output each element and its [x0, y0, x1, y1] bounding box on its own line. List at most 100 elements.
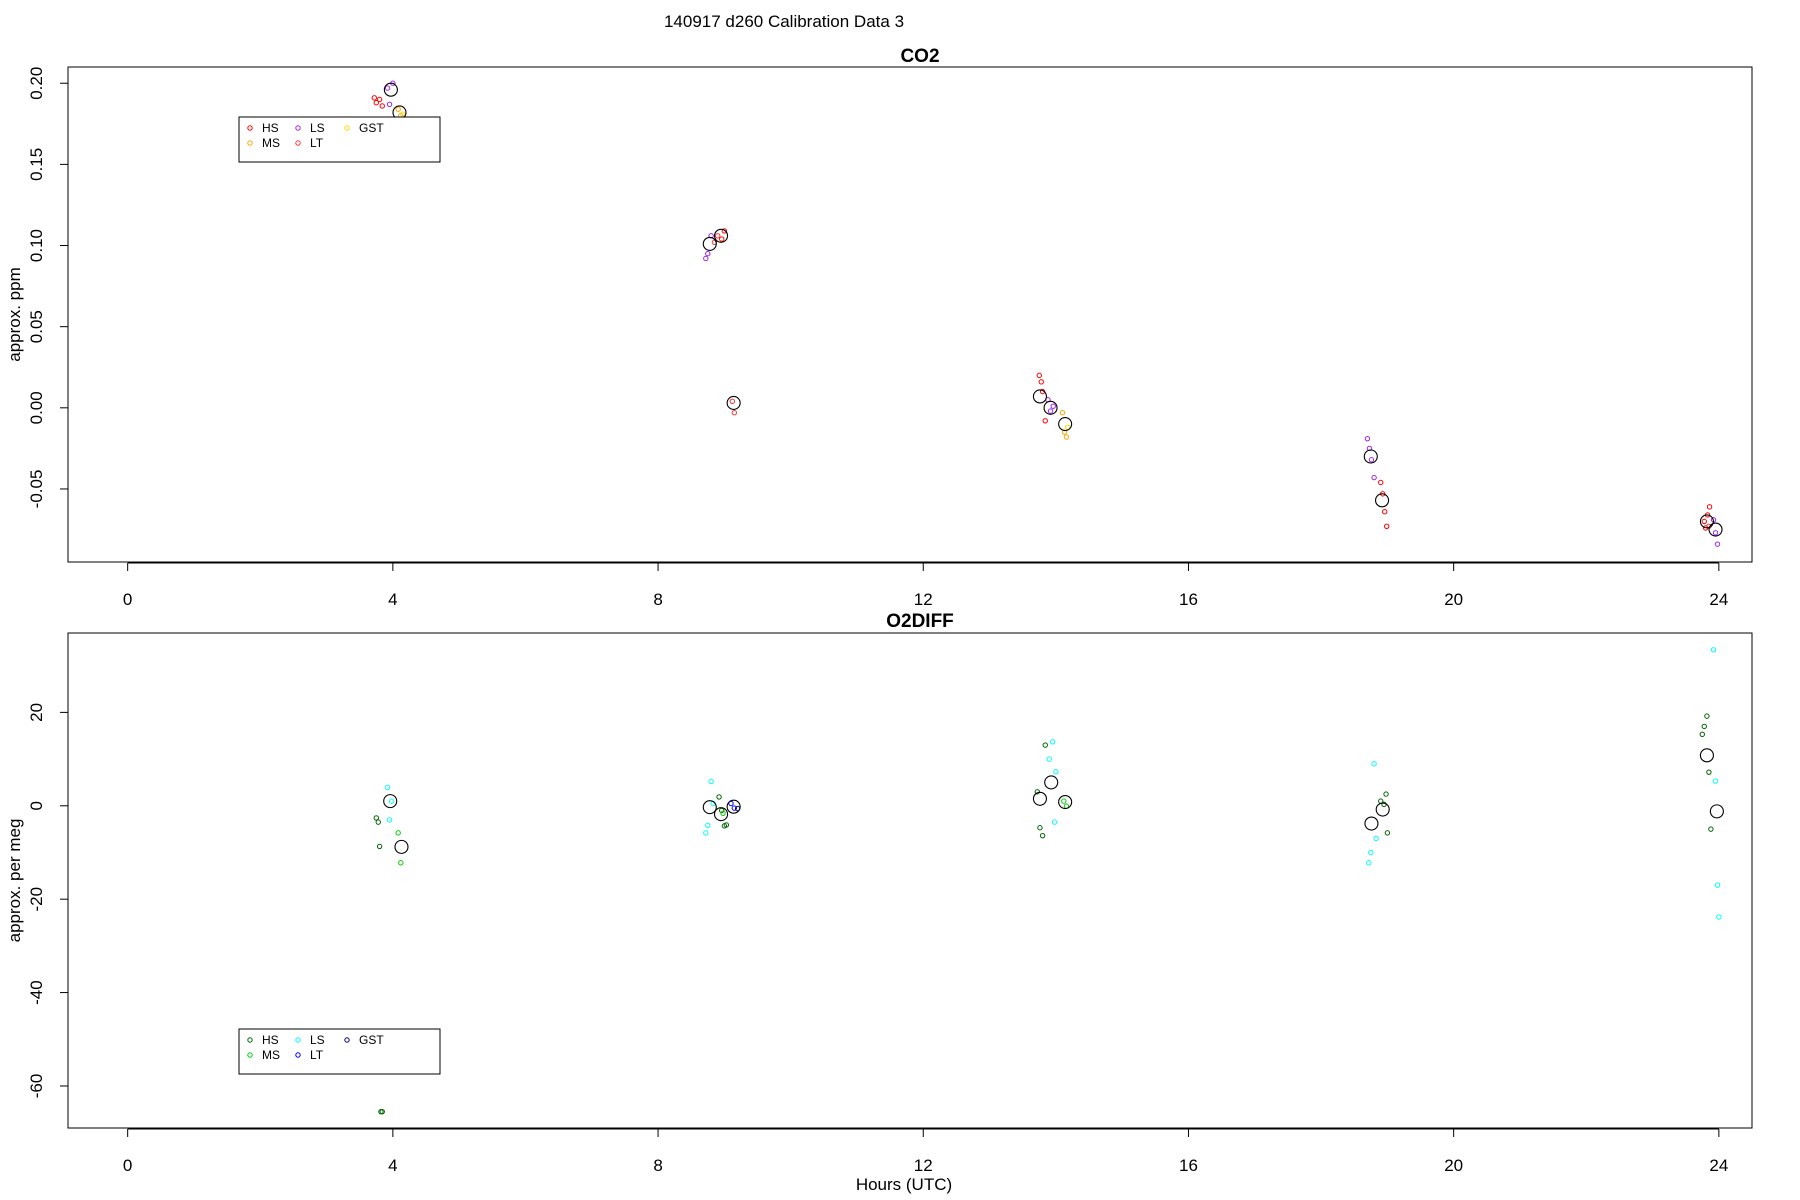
mean-point [726, 395, 741, 411]
data-point [1037, 825, 1043, 831]
series-gst [400, 111, 1071, 430]
legend-marker [247, 140, 253, 146]
data-point [395, 106, 401, 112]
legend-marker [344, 125, 350, 131]
data-point [1051, 819, 1058, 825]
x-tick-label: 24 [1709, 1156, 1728, 1175]
data-point [1383, 523, 1390, 529]
data-point [1061, 429, 1068, 435]
figure-suptitle: 140917 d260 Calibration Data 3 [664, 12, 904, 31]
legend-label: GST [359, 1033, 384, 1047]
legend-marker [344, 1037, 350, 1043]
o2diff-panel: O2DIFF 0 4 8 12 16 20 24 -60 -40 -20 0 20 approx. per… [5, 611, 1753, 1194]
data-point [1049, 739, 1056, 745]
data-point [703, 255, 709, 262]
data-point [708, 778, 714, 785]
legend-item-ls: LS [295, 1033, 325, 1047]
mean-point [1375, 802, 1390, 817]
data-point [373, 100, 379, 106]
mean-point [1032, 389, 1047, 404]
data-point [1038, 379, 1044, 385]
co2-panel: CO2 0 4 8 12 16 20 24 -0.05 0.00 0.05 0.10 0.15 0.20 a… [5, 46, 1753, 609]
data-point [1046, 756, 1052, 762]
data-point [1053, 768, 1059, 775]
mean-point [1032, 791, 1047, 806]
y-tick-label: -40 [27, 980, 46, 1005]
mean-point [1699, 514, 1714, 529]
series-hs [371, 95, 1713, 531]
data-point [379, 103, 385, 109]
data-point [1382, 508, 1388, 515]
legend-item-gst: GST [344, 1033, 384, 1047]
y-axis: -0.05 0.00 0.05 0.10 0.15 0.20 [27, 67, 69, 509]
legend-label: LS [310, 1033, 325, 1047]
panel-title: O2DIFF [886, 611, 954, 632]
legend-label: LT [310, 136, 324, 150]
legend-box [238, 1028, 441, 1075]
legend-marker [247, 1052, 253, 1058]
series-ls [384, 80, 1721, 547]
legend-item-gst: GST [344, 121, 384, 135]
legend-label: MS [262, 136, 280, 150]
data-point [721, 228, 728, 234]
data-point [705, 822, 711, 829]
data-point [384, 784, 391, 791]
mean-point [394, 839, 409, 854]
data-point [400, 111, 406, 117]
y-tick-label: -0.05 [27, 470, 46, 509]
x-tick-label: 16 [1179, 1156, 1198, 1175]
legend-marker [295, 140, 301, 146]
data-point [1701, 518, 1707, 525]
legend-item-ls: LS [295, 121, 325, 135]
x-axis: 0 4 8 12 16 20 24 [123, 1128, 1728, 1175]
x-tick-label: 0 [123, 590, 132, 609]
mean-point [713, 807, 729, 822]
data-point [1716, 914, 1722, 920]
x-tick-label: 24 [1709, 590, 1728, 609]
data-point [1378, 479, 1384, 486]
legend-label: GST [359, 121, 384, 135]
series-ls [384, 647, 1722, 920]
x-axis-label: Hours (UTC) [856, 1175, 952, 1194]
data-point [1384, 830, 1391, 836]
data-point [1701, 723, 1707, 730]
y-tick-label: 0 [27, 801, 46, 810]
data-point [1371, 761, 1377, 767]
legend-label: HS [262, 121, 279, 135]
data-point [703, 830, 709, 836]
data-point [1712, 778, 1719, 784]
data-point [715, 233, 721, 239]
y-tick-label: -60 [27, 1074, 46, 1099]
x-tick-label: 20 [1444, 1156, 1463, 1175]
data-point [371, 95, 378, 101]
y-tick-label: 20 [27, 703, 46, 722]
mean-point [1709, 804, 1724, 819]
x-tick-label: 8 [653, 1156, 662, 1175]
mean-point [1044, 775, 1059, 790]
data-point [1063, 434, 1070, 440]
data-point [1368, 457, 1375, 463]
data-point [1383, 791, 1389, 797]
data-point [386, 101, 393, 108]
legend-item-ms: MS [247, 1048, 280, 1062]
mean-point [713, 228, 729, 243]
series-ms [395, 106, 1070, 440]
x-tick-label: 4 [388, 590, 397, 609]
data-point [1712, 530, 1719, 536]
legend-label: MS [262, 1048, 280, 1062]
data-point [720, 810, 726, 816]
mean-point [1708, 522, 1723, 537]
data-point [1706, 769, 1712, 775]
data-point [376, 96, 383, 103]
x-tick-label: 0 [123, 1156, 132, 1175]
data-point [1050, 403, 1056, 409]
mean-point [702, 800, 717, 815]
data-point [376, 843, 383, 850]
legend-marker [247, 1037, 253, 1043]
data-point [1373, 835, 1379, 842]
data-point [1042, 418, 1048, 424]
mean-point [1375, 493, 1390, 508]
legend-label: LS [310, 121, 325, 135]
